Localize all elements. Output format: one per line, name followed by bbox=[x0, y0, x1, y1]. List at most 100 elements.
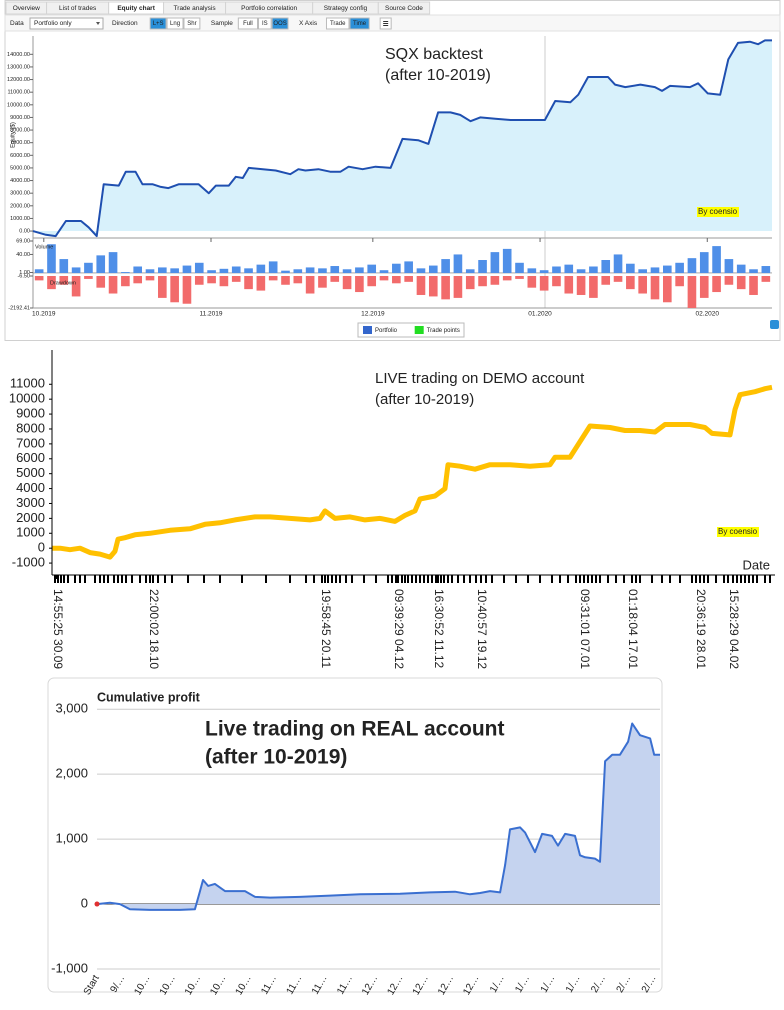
toggle-label[interactable]: Full bbox=[243, 21, 253, 27]
bar bbox=[268, 261, 278, 273]
y-tick-label: 7000 bbox=[16, 435, 45, 450]
bar bbox=[404, 261, 413, 273]
toggle-button[interactable] bbox=[349, 17, 370, 30]
y-tick-label: -2192.41 bbox=[8, 305, 30, 311]
y-tick-label: 8000.00 bbox=[10, 128, 30, 134]
y-tick-label: 12000.00 bbox=[7, 77, 30, 83]
bar bbox=[564, 264, 574, 273]
bar bbox=[699, 252, 709, 273]
scroll-icon[interactable] bbox=[770, 320, 779, 329]
bar bbox=[404, 276, 413, 282]
tab-label[interactable]: Source Code bbox=[385, 5, 423, 12]
toggle-label[interactable]: OOS bbox=[273, 21, 286, 27]
watermark: By coensio bbox=[718, 527, 758, 536]
bar bbox=[465, 269, 475, 273]
bar bbox=[194, 276, 204, 285]
equity-line bbox=[52, 384, 773, 560]
bar bbox=[194, 262, 204, 273]
bar bbox=[108, 276, 118, 294]
data-select[interactable] bbox=[29, 17, 104, 30]
bar bbox=[256, 276, 266, 291]
x-tick-label: 12.2019 bbox=[361, 311, 385, 318]
bar bbox=[219, 268, 229, 273]
bar bbox=[515, 276, 524, 279]
data-select-value[interactable]: Portfolio only bbox=[34, 20, 72, 27]
y-tick-label: 69.00 bbox=[16, 238, 30, 244]
toggle-button[interactable] bbox=[237, 17, 259, 30]
bar bbox=[145, 269, 155, 273]
toggle-button[interactable] bbox=[149, 17, 167, 30]
bar bbox=[613, 254, 623, 273]
bar bbox=[318, 268, 327, 273]
bar bbox=[355, 267, 364, 273]
bar bbox=[330, 276, 340, 282]
y-tick-label: 9000 bbox=[16, 406, 45, 421]
bar bbox=[749, 276, 758, 295]
tab-label[interactable]: List of trades bbox=[59, 5, 97, 12]
bar bbox=[342, 276, 352, 290]
x-tick-label: 01.2020 bbox=[528, 311, 552, 318]
bar bbox=[133, 276, 143, 284]
bar bbox=[268, 276, 278, 281]
legend-swatch bbox=[363, 326, 372, 334]
bar bbox=[207, 270, 216, 273]
toggle-button[interactable] bbox=[183, 17, 201, 30]
bar bbox=[392, 263, 401, 273]
bar bbox=[367, 264, 377, 273]
bar bbox=[182, 276, 192, 304]
y-tick-label: 11000 bbox=[10, 376, 45, 391]
bar bbox=[539, 270, 549, 273]
bar bbox=[158, 276, 167, 298]
bar bbox=[34, 269, 44, 273]
bar bbox=[675, 276, 684, 287]
tab-label[interactable]: Trade analysis bbox=[174, 5, 217, 12]
tab-label[interactable]: Overview bbox=[13, 5, 40, 12]
y-tick-label: 1000.00 bbox=[10, 216, 30, 222]
y-tick-label: 1000 bbox=[16, 525, 45, 540]
y-tick-label: 5000 bbox=[16, 465, 45, 480]
tab-label[interactable]: Portfolio correlation bbox=[241, 5, 297, 12]
y-tick-label: 4000.00 bbox=[10, 178, 30, 184]
group-label: Direction bbox=[112, 20, 138, 27]
toggle-button[interactable] bbox=[271, 17, 289, 30]
toggle-label[interactable]: Lng bbox=[170, 21, 180, 27]
toggle-label[interactable]: L+S bbox=[153, 21, 164, 27]
bar bbox=[293, 269, 303, 273]
y-tick-label: 10000.00 bbox=[7, 102, 30, 108]
tab[interactable] bbox=[377, 1, 431, 15]
toggle-label[interactable]: Trade bbox=[330, 21, 346, 27]
x-tick-label: 02.2020 bbox=[696, 311, 720, 318]
bar bbox=[749, 269, 758, 273]
toggle-label[interactable]: Time bbox=[353, 21, 367, 27]
bar bbox=[158, 267, 167, 273]
x-tick-label: 09:39:29 04.12 bbox=[392, 589, 406, 669]
legend-label: Trade points bbox=[427, 328, 460, 334]
bar bbox=[342, 269, 352, 273]
toggle-button[interactable] bbox=[325, 17, 350, 30]
y-tick-label: 2000 bbox=[16, 510, 45, 525]
tab-label[interactable]: Equity chart bbox=[117, 5, 155, 12]
bar bbox=[84, 262, 93, 273]
y-tick-label: -1,000 bbox=[51, 960, 88, 975]
watermark-bg bbox=[697, 207, 739, 217]
y-tick-label: -6.50 bbox=[17, 273, 30, 279]
x-tick-label: 22:00:02 18.10 bbox=[147, 589, 161, 669]
x-axis-title: Date bbox=[743, 557, 770, 572]
bar bbox=[244, 268, 253, 273]
data-label: Data bbox=[10, 20, 24, 27]
toggle-label[interactable]: Shr bbox=[187, 21, 196, 27]
toggle-label[interactable]: IS bbox=[262, 21, 268, 27]
legend-label: Portfolio bbox=[375, 328, 398, 334]
bar bbox=[638, 269, 647, 273]
toggle-button[interactable] bbox=[258, 17, 272, 30]
y-tick-label: 1,000 bbox=[55, 831, 88, 846]
bar bbox=[231, 276, 241, 282]
annotation: (after 10-2019) bbox=[205, 746, 347, 769]
annotation: Live trading on REAL account bbox=[205, 718, 504, 741]
y-tick-label: 0.00 bbox=[19, 229, 30, 235]
tab-label[interactable]: Strategy config bbox=[324, 5, 368, 12]
toggle-button[interactable] bbox=[166, 17, 184, 30]
bar bbox=[219, 276, 229, 287]
bar bbox=[318, 276, 327, 288]
